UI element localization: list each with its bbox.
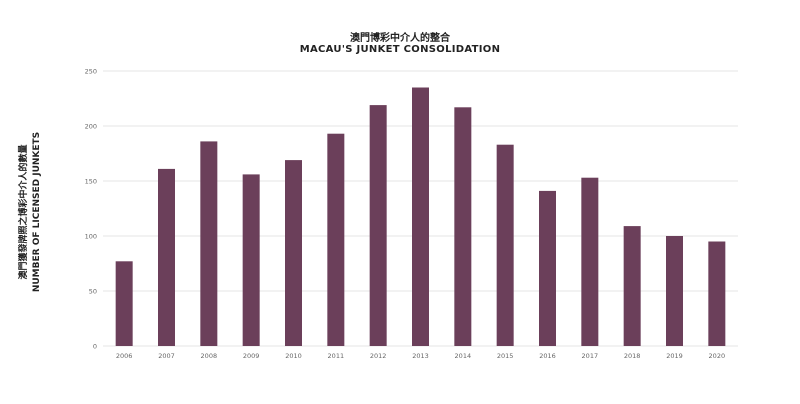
y-tick-label: 0 [93,343,97,351]
x-tick-label: 2011 [328,352,345,360]
x-tick-label: 2020 [709,352,726,360]
bar [327,133,345,346]
bar [369,105,387,346]
x-tick-label: 2019 [666,352,683,360]
x-tick-label: 2014 [455,352,472,360]
bar [454,107,472,346]
x-tick-label: 2013 [412,352,429,360]
bar [539,190,556,346]
x-tick-label: 2017 [582,352,599,360]
bar [666,236,683,346]
bar [200,141,218,346]
y-tick-label: 50 [89,288,97,296]
x-tick-label: 2018 [624,352,641,360]
x-tick-label: 2006 [116,352,133,360]
bar [158,168,175,346]
chart-subtitle: MACAU'S JUNKET CONSOLIDATION [299,44,501,55]
bar [581,177,599,346]
bar [708,241,726,346]
y-tick-label: 200 [85,123,97,131]
x-tick-label: 2010 [285,352,302,360]
bar [115,261,133,346]
bar [623,226,641,346]
y-tick-label: 150 [85,178,97,186]
y-tick-label: 250 [85,68,97,76]
bar [242,174,260,346]
x-tick-label: 2012 [370,352,387,360]
y-tick-label: 100 [85,233,97,241]
x-tick-label: 2008 [201,352,218,360]
x-tick-label: 2016 [539,352,556,360]
bar [496,144,514,346]
chart-title: 澳門博彩中介人的整合 [350,33,450,44]
bar [412,87,429,346]
bar [285,160,302,346]
x-tick-label: 2007 [158,352,175,360]
x-tick-label: 2009 [243,352,260,360]
x-tick-label: 2015 [497,352,514,360]
